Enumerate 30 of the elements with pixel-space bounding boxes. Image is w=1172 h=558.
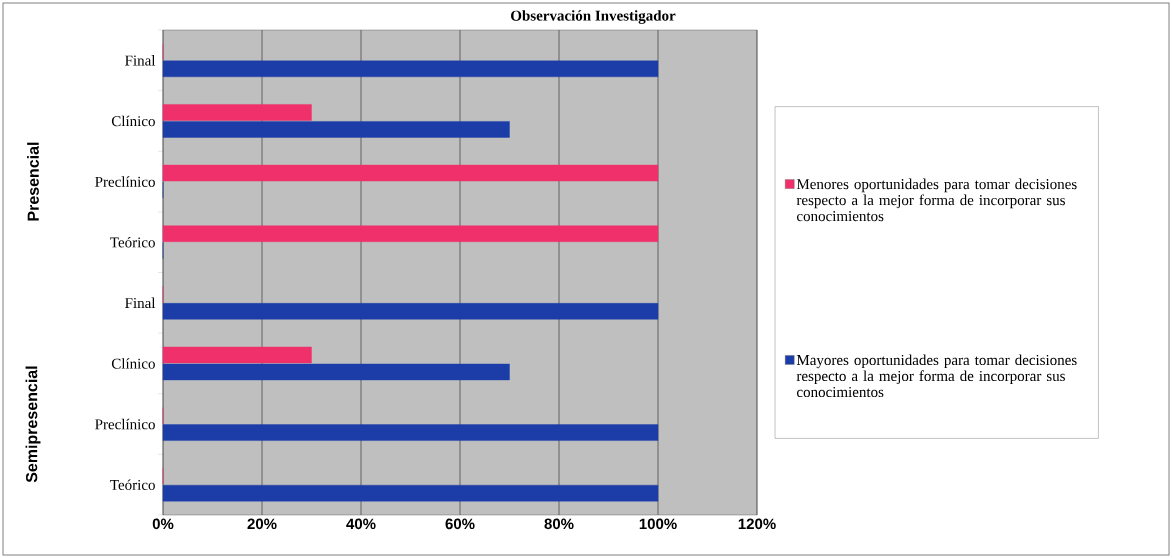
x-tick-label: 60% xyxy=(445,518,475,530)
bar xyxy=(162,363,510,381)
legend-label: Menores oportunidades para tomar decisiones respecto a la mejor forma de incorporar sus conocimientos xyxy=(796,178,1077,222)
y-tick-label: Clínico xyxy=(111,358,155,369)
y-tick-label: Final xyxy=(125,55,156,66)
chart-title: Observación Investigador xyxy=(511,10,676,24)
legend-label: Mayores oportunidades para tomar decisiones respecto a la mejor forma de incorporar sus conocimientos xyxy=(796,354,1077,398)
bar xyxy=(162,60,659,78)
text: Semipresencial xyxy=(25,366,41,483)
x-tick-label: 100% xyxy=(639,518,677,530)
bar xyxy=(162,303,659,320)
bar xyxy=(162,424,659,441)
bar xyxy=(162,485,659,502)
x-tick-label: 120% xyxy=(738,518,776,530)
bar xyxy=(162,164,659,182)
x-tick-label: 40% xyxy=(346,518,376,530)
text: Presencial xyxy=(27,142,39,221)
y-tick-label: Clínico xyxy=(111,115,155,127)
x-tick-label: 80% xyxy=(544,518,574,530)
x-tick-label: 20% xyxy=(247,518,277,530)
y-tick-label: Preclínico xyxy=(95,176,155,187)
bar xyxy=(162,104,312,121)
y-tick-label: Teórico xyxy=(110,236,155,248)
bar xyxy=(162,225,659,242)
y-tick-label: Preclínico xyxy=(95,418,155,430)
y-tick-label: Final xyxy=(125,297,156,309)
bar xyxy=(162,121,510,138)
x-tick-label: 0% xyxy=(152,518,174,530)
bar xyxy=(162,346,312,364)
y-tick-label: Teórico xyxy=(110,479,155,490)
